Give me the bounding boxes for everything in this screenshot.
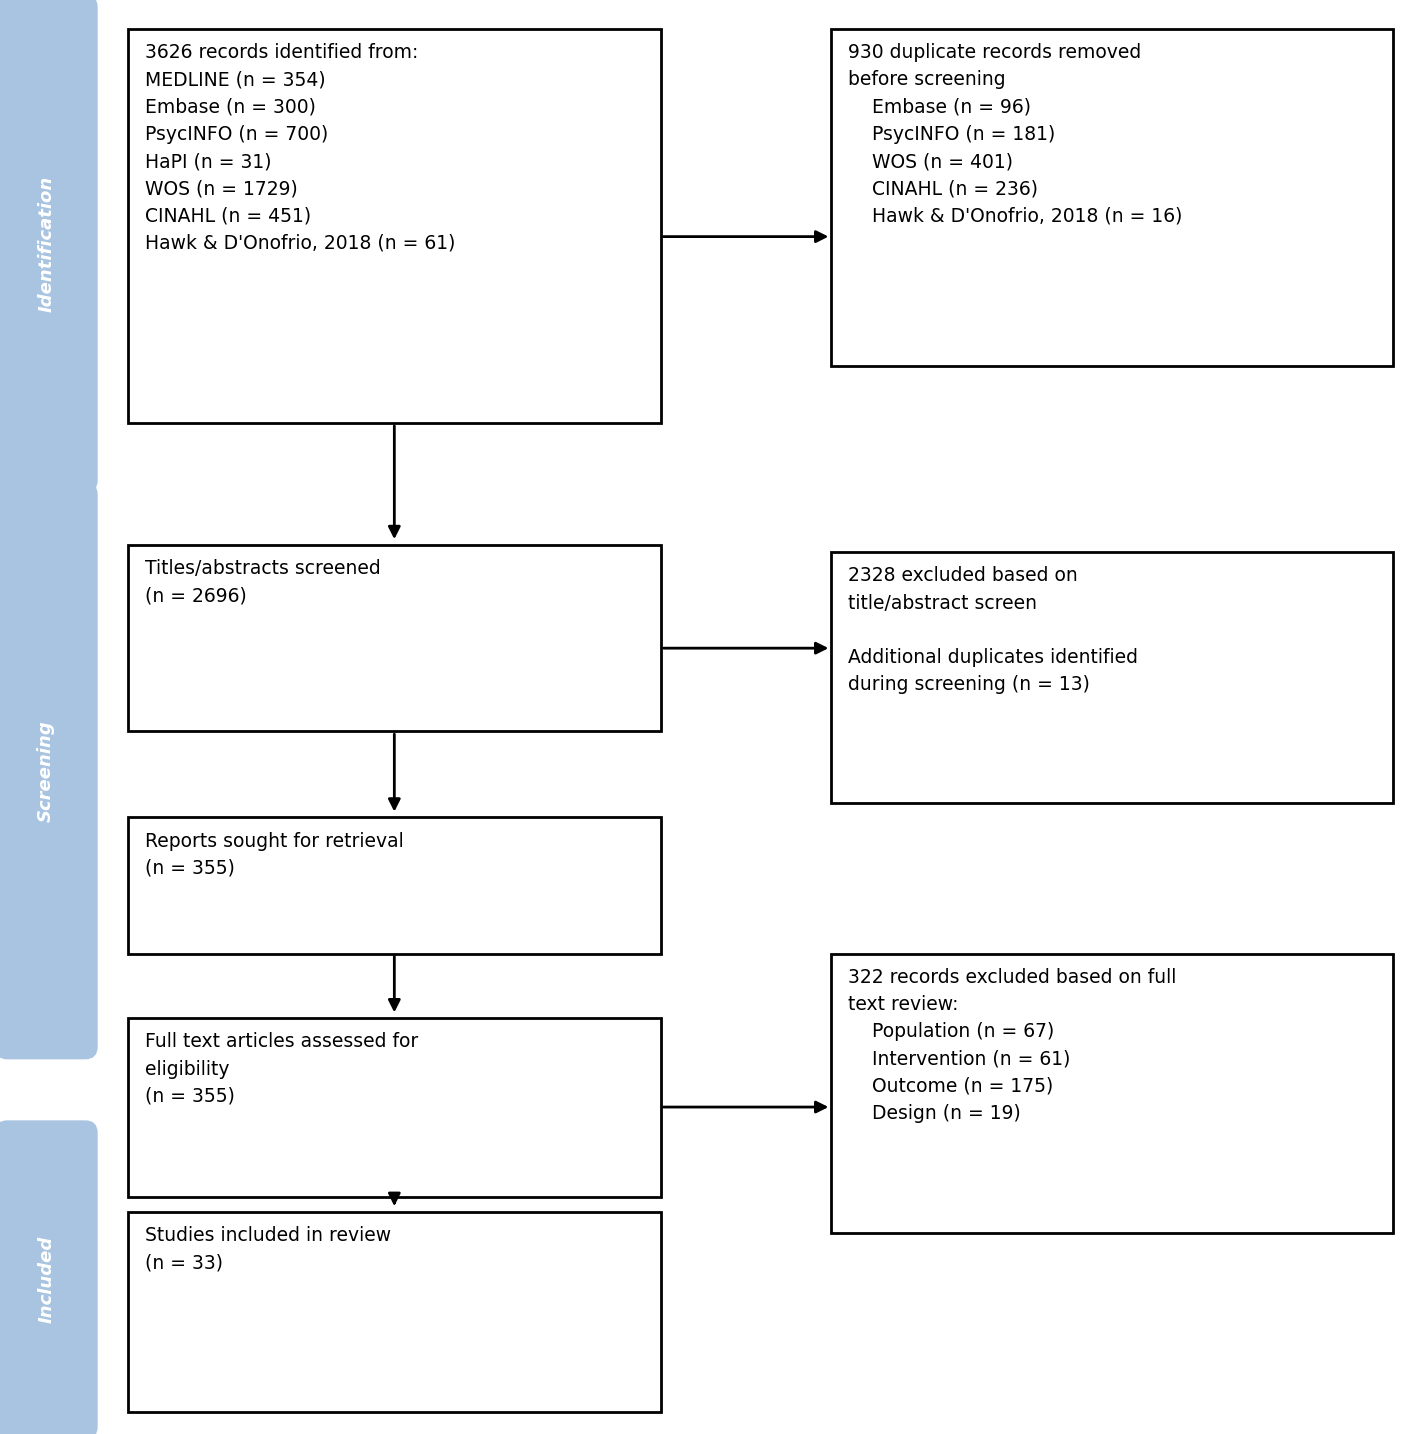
FancyBboxPatch shape (0, 0, 97, 492)
Text: 2328 excluded based on
title/abstract screen

Additional duplicates identified
d: 2328 excluded based on title/abstract sc… (848, 566, 1138, 694)
Bar (128, 545, 661, 731)
Bar (831, 552, 1393, 803)
Text: 322 records excluded based on full
text review:
    Population (n = 67)
    Inte: 322 records excluded based on full text … (848, 968, 1177, 1123)
Text: 3626 records identified from:
MEDLINE (n = 354)
Embase (n = 300)
PsycINFO (n = 7: 3626 records identified from: MEDLINE (n… (145, 43, 455, 252)
Text: Screening: Screening (37, 720, 55, 822)
Text: Studies included in review
(n = 33): Studies included in review (n = 33) (145, 1226, 391, 1272)
Bar (831, 29, 1393, 366)
Bar (128, 817, 661, 954)
Text: 930 duplicate records removed
before screening
    Embase (n = 96)
    PsycINFO : 930 duplicate records removed before scr… (848, 43, 1182, 225)
Bar (128, 1018, 661, 1197)
Text: Reports sought for retrieval
(n = 355): Reports sought for retrieval (n = 355) (145, 832, 404, 878)
FancyBboxPatch shape (0, 483, 97, 1058)
Bar (128, 29, 661, 423)
Text: Included: Included (37, 1236, 55, 1324)
Text: Identification: Identification (37, 175, 55, 313)
Bar (831, 954, 1393, 1233)
Text: Full text articles assessed for
eligibility
(n = 355): Full text articles assessed for eligibil… (145, 1032, 418, 1106)
Text: Titles/abstracts screened
(n = 2696): Titles/abstracts screened (n = 2696) (145, 559, 381, 605)
FancyBboxPatch shape (0, 1121, 97, 1434)
Bar (128, 1212, 661, 1412)
